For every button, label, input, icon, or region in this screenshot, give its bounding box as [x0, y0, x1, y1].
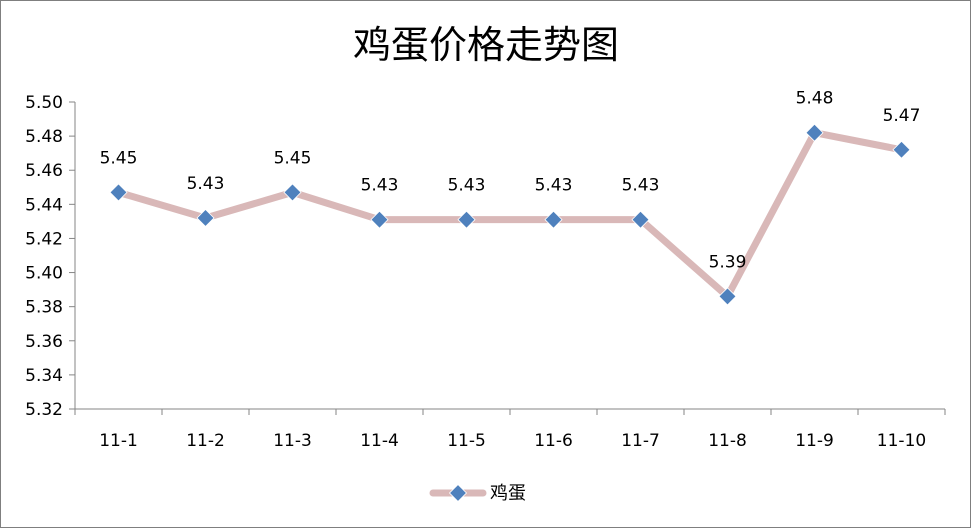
series-markers [109, 123, 911, 306]
y-tick-label: 5.42 [25, 229, 63, 249]
x-tick-label: 11-2 [186, 431, 225, 451]
data-labels: 5.45 5.43 5.45 5.43 5.43 5.43 5.43 5.39 5.48 5.47 [100, 89, 921, 273]
data-label: 5.39 [709, 252, 747, 272]
data-label: 5.43 [535, 176, 573, 196]
x-tick-label: 11-4 [360, 431, 399, 451]
x-tick-label: 11-9 [795, 431, 834, 451]
x-axis-ticks: 11-1 11-2 11-3 11-4 11-5 11-6 11-7 11-8 11-9 11-1… [74, 409, 946, 451]
y-tick-label: 5.40 [25, 264, 63, 284]
series-line [115, 129, 905, 300]
y-tick-label: 5.34 [25, 366, 63, 386]
y-axis-ticks: 5.32 5.34 5.36 5.38 5.40 5.42 5.44 5.46 5.48 5.50 [25, 93, 75, 420]
data-label: 5.43 [361, 176, 399, 196]
data-point-marker [283, 183, 302, 202]
data-point-marker [892, 140, 911, 159]
series-line-egg [115, 129, 905, 300]
y-tick-label: 5.32 [25, 400, 63, 420]
data-label: 5.47 [883, 106, 921, 126]
data-point-marker [805, 123, 824, 142]
legend-label: 鸡蛋 [490, 483, 526, 504]
x-tick-label: 11-3 [273, 431, 312, 451]
data-label: 5.48 [796, 89, 834, 109]
data-point-marker [457, 210, 476, 229]
x-tick-label: 11-10 [877, 431, 926, 451]
data-label: 5.43 [622, 176, 660, 196]
data-point-marker [718, 287, 737, 306]
x-tick-label: 11-8 [708, 431, 747, 451]
data-point-marker [196, 208, 215, 228]
legend-diamond-icon [448, 483, 468, 503]
y-tick-label: 5.38 [25, 298, 63, 318]
x-tick-label: 11-6 [534, 431, 573, 451]
data-label: 5.43 [448, 176, 486, 196]
data-point-marker [631, 210, 650, 229]
y-tick-label: 5.44 [25, 195, 63, 215]
x-tick-label: 11-1 [99, 431, 138, 451]
y-tick-label: 5.48 [25, 127, 63, 147]
x-tick-label: 11-5 [447, 431, 486, 451]
y-tick-label: 5.46 [25, 161, 63, 181]
x-tick-label: 11-7 [621, 431, 660, 451]
data-label: 5.43 [187, 174, 225, 194]
data-point-marker [109, 183, 128, 202]
data-label: 5.45 [100, 148, 138, 168]
chart-title: 鸡蛋价格走势图 [353, 23, 619, 67]
legend: 鸡蛋 [429, 483, 526, 504]
y-tick-label: 5.50 [25, 93, 63, 113]
axes [74, 102, 945, 410]
data-point-marker [544, 210, 563, 229]
y-tick-label: 5.36 [25, 332, 63, 352]
data-label: 5.45 [274, 148, 312, 168]
data-point-marker [370, 210, 389, 229]
